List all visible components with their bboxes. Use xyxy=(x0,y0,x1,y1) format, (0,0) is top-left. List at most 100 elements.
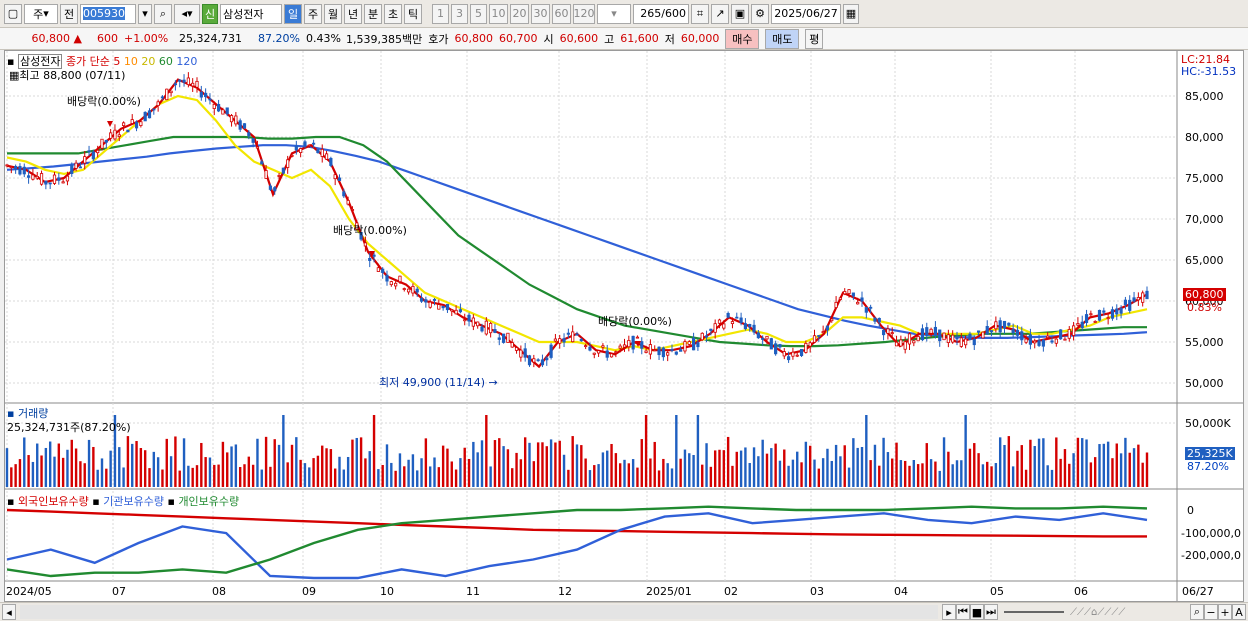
candle-icon[interactable]: ⌗ xyxy=(691,3,709,24)
volume-bar xyxy=(830,460,833,487)
candle-body xyxy=(294,145,298,151)
stop-icon[interactable]: ■ xyxy=(970,604,984,620)
window-icon[interactable]: ▢ xyxy=(4,3,22,24)
mode-select[interactable]: 전 xyxy=(60,3,78,24)
sell-button[interactable]: 매도 xyxy=(765,28,800,49)
interval-1[interactable]: 1 xyxy=(432,3,449,24)
volume-bar xyxy=(826,448,829,487)
ma-20-line xyxy=(6,94,1148,352)
candle-body xyxy=(489,323,493,334)
interval-3[interactable]: 3 xyxy=(451,3,468,24)
candle-body xyxy=(981,331,985,339)
settings-icon[interactable]: ⚙ xyxy=(751,3,769,24)
font-size-icon[interactable]: A xyxy=(1232,604,1246,620)
period-tick-tab[interactable]: 틱 xyxy=(404,3,422,24)
volume-bar xyxy=(951,464,954,487)
stock-name: 삼성전자 xyxy=(220,3,282,24)
interval-20[interactable]: 20 xyxy=(510,3,529,24)
volume-bar xyxy=(925,443,928,487)
candle-body xyxy=(1132,297,1136,302)
candle-body xyxy=(281,167,285,174)
candle-body xyxy=(26,175,31,178)
volume-bar xyxy=(53,456,56,487)
calendar-icon[interactable]: ▦ xyxy=(843,3,859,24)
eval-button[interactable]: 평 xyxy=(805,28,824,49)
period-month-tab[interactable]: 월 xyxy=(324,3,342,24)
candle-body xyxy=(640,341,644,349)
period-day-tab[interactable]: 일 xyxy=(284,3,302,24)
save-icon[interactable]: ▣ xyxy=(731,3,749,24)
zoom-slider[interactable] xyxy=(1004,611,1064,613)
scroll-right-icon[interactable]: ▸ xyxy=(942,604,956,620)
volume-bar xyxy=(5,448,9,487)
candle-body xyxy=(1084,314,1089,324)
candle-body xyxy=(96,149,100,154)
volume-bar xyxy=(843,445,846,487)
candle-body xyxy=(1115,308,1119,315)
volume-bar xyxy=(208,457,212,487)
flow-panel xyxy=(6,505,1148,580)
drawing-tools-icon[interactable]: ⟋⟋⟋⌂⟋⟋⟋⟋ xyxy=(1070,606,1126,618)
volume-bar xyxy=(713,450,717,487)
period-year-tab[interactable]: 년 xyxy=(344,3,362,24)
first-icon[interactable]: ⏮ xyxy=(956,604,970,620)
stock-code-input[interactable]: 005930 xyxy=(80,3,136,24)
candle-body xyxy=(324,153,329,160)
draw-tool-icon[interactable]: ↗ xyxy=(711,3,729,24)
volume-bar xyxy=(498,438,501,487)
chart-area[interactable]: 85,000 80,000 75,000 70,000 65,000 60,000 55,0… xyxy=(4,50,1244,602)
interval-30[interactable]: 30 xyxy=(531,3,550,24)
period-minute-tab[interactable]: 분 xyxy=(364,3,382,24)
volume-bar xyxy=(234,444,238,487)
volume-bar xyxy=(416,470,419,487)
buy-button[interactable]: 매수 xyxy=(725,28,760,49)
volume-bar xyxy=(169,456,173,487)
interval-10[interactable]: 10 xyxy=(489,3,508,24)
candle-body xyxy=(670,349,674,351)
volume-bar xyxy=(554,442,557,487)
volume-bar xyxy=(597,464,600,487)
candle-body xyxy=(812,335,817,343)
market-select[interactable]: 주 ▾ xyxy=(24,3,58,24)
candle-body xyxy=(920,328,925,341)
candle-body xyxy=(562,338,566,343)
horizontal-scrollbar[interactable] xyxy=(20,605,938,619)
speaker-icon[interactable]: ◂▾ xyxy=(174,3,200,24)
candle-body xyxy=(195,80,199,88)
volume-bar xyxy=(14,464,17,487)
candle-body xyxy=(700,332,704,341)
volume-bar xyxy=(1016,450,1019,487)
count-input[interactable]: 265/600 xyxy=(633,3,689,24)
zoom-icon[interactable]: ⌕ xyxy=(1190,604,1204,620)
candle-body xyxy=(830,318,834,322)
volume-bar xyxy=(692,454,695,487)
volume-bar xyxy=(1011,466,1015,487)
scroll-left-icon[interactable]: ◂ xyxy=(2,604,16,620)
search-icon[interactable]: ⌕ xyxy=(154,3,172,24)
volume-bar xyxy=(606,450,609,487)
candle-body xyxy=(1037,340,1041,346)
period-second-tab[interactable]: 초 xyxy=(384,3,402,24)
custom-interval-select[interactable]: ▾ xyxy=(597,3,631,24)
volume-bar xyxy=(610,443,613,487)
last-icon[interactable]: ⏭ xyxy=(984,604,998,620)
candle-body xyxy=(1128,299,1132,311)
volume-bar xyxy=(856,447,859,487)
volume-bar xyxy=(523,437,527,487)
period-week-tab[interactable]: 주 xyxy=(304,3,322,24)
volume-y-tick: 50,000K xyxy=(1185,417,1231,430)
volume-bar xyxy=(251,464,255,487)
candle-body xyxy=(1080,321,1084,329)
x-tick-label: 02 xyxy=(724,585,738,598)
interval-60[interactable]: 60 xyxy=(552,3,571,24)
candle-body xyxy=(653,349,657,352)
interval-5[interactable]: 5 xyxy=(470,3,487,24)
zoom-out-icon[interactable]: − xyxy=(1204,604,1218,620)
code-dropdown-icon[interactable]: ▾ xyxy=(138,3,152,24)
candle-body xyxy=(130,119,134,124)
candle-body xyxy=(631,335,635,350)
interval-120[interactable]: 120 xyxy=(573,3,595,24)
volume-bar xyxy=(446,448,449,487)
date-input[interactable]: 2025/06/27 xyxy=(771,3,841,24)
zoom-in-icon[interactable]: + xyxy=(1218,604,1232,620)
